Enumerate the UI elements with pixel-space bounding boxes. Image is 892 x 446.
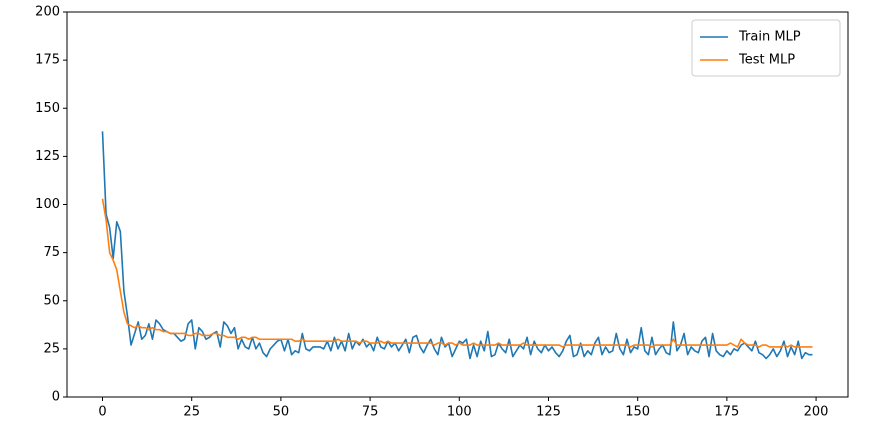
line [101, 131, 813, 360]
y-tick-label: 200 [35, 5, 60, 20]
y-tick-label: 100 [35, 197, 60, 212]
x-tick-label: 0 [98, 405, 106, 420]
x-tick-label: 25 [183, 405, 200, 420]
x-tick-label: 175 [714, 405, 739, 420]
legend-box [691, 19, 841, 77]
x-tick-label: 100 [447, 405, 472, 420]
y-tick-label: 125 [35, 149, 60, 164]
legend-label: Test MLP [738, 53, 795, 68]
x-tick-label: 50 [273, 405, 290, 420]
y-tick-label: 0 [52, 390, 60, 405]
legend-label: Train MLP [738, 30, 801, 45]
y-tick-label: 50 [43, 293, 60, 308]
x-tick-label: 125 [536, 405, 561, 420]
x-tick-label: 200 [804, 405, 829, 420]
line [101, 198, 813, 348]
x-tick-label: 150 [625, 405, 650, 420]
y-tick-label: 25 [43, 341, 60, 356]
y-tick-label: 175 [35, 53, 60, 68]
y-tick-label: 150 [35, 101, 60, 116]
y-tick-label: 75 [43, 245, 60, 260]
x-tick-label: 75 [362, 405, 379, 420]
